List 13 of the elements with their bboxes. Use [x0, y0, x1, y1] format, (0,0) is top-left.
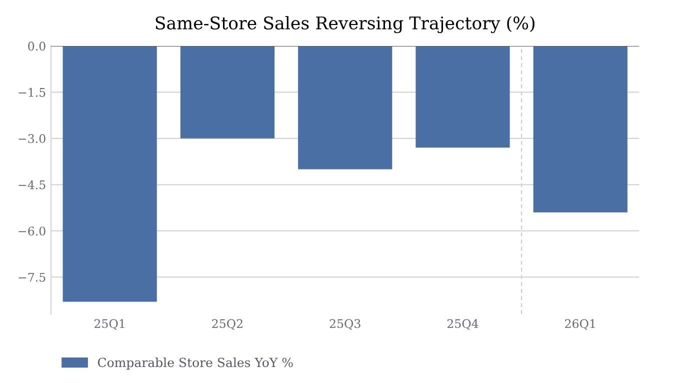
y-tick-label: −7.5 — [18, 272, 46, 282]
y-tick-label: 0.0 — [28, 42, 46, 51]
x-tick-label: 25Q3 — [330, 319, 360, 330]
legend-label: Comparable Store Sales YoY % — [98, 357, 293, 370]
x-tick-label: 26Q1 — [565, 319, 595, 330]
x-tick-label: 25Q2 — [212, 319, 242, 330]
y-tick-label: −6.0 — [18, 226, 46, 236]
chart-title: Same-Store Sales Reversing Trajectory (%) — [156, 16, 534, 34]
y-tick-label: −4.5 — [18, 180, 46, 190]
x-tick-label: 25Q4 — [447, 319, 478, 330]
y-tick-label: −1.5 — [18, 88, 46, 97]
y-tick-label: −3.0 — [18, 134, 46, 144]
x-tick-label: 25Q1 — [94, 319, 124, 330]
